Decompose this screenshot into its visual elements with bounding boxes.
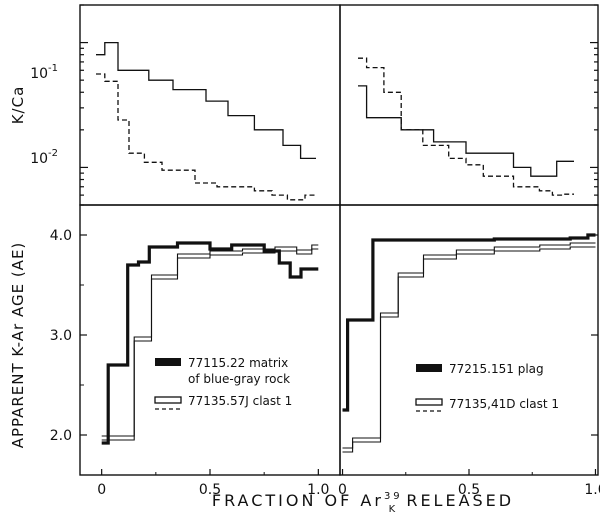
legend-swatch-double-left (154, 396, 182, 404)
legend-swatch-thick-left (155, 358, 181, 366)
panel-upper-left-frame (79, 4, 341, 206)
series-kca-left-dashed (96, 73, 316, 201)
legend-label-77115: 77115.22 matrix (188, 356, 288, 370)
xtick-label-left-1: 0.5 (199, 482, 221, 498)
ytick-label-age-0: 2.0 (50, 428, 72, 444)
x-axis-label: FRACTION OF Ar39 K RELEASED (212, 491, 514, 515)
series-age-left-double-b (101, 248, 319, 441)
legend-label-77215: 77215.151 plag (449, 362, 544, 376)
series-age-left-thick (101, 241, 319, 445)
xtick-label-right-2: 1.0 (584, 482, 600, 498)
series-age-right-thick (342, 233, 596, 412)
y-axis-label-kca: K/Ca (9, 86, 27, 125)
legend-label-77135-41d: 77135,41D clast 1 (449, 397, 559, 411)
series-kca-right-dashed (358, 57, 574, 196)
ytick-label-age-1: 3.0 (50, 328, 72, 344)
legend-label-77135-57j: 77135.57J clast 1 (188, 394, 292, 408)
series-age-left-double-a (101, 244, 319, 437)
y-axis-label-age: APPARENT K-Ar AGE (AE) (9, 242, 27, 449)
xtick-label-right-1: 0.5 (458, 482, 480, 498)
series-kca-left-solid (96, 41, 316, 160)
series-age-right-double-b (342, 246, 596, 453)
panel-upper-right-frame (339, 4, 599, 206)
ytick-label-age-2: 4.0 (50, 228, 72, 244)
xtick-label-left-2: 1.0 (307, 482, 329, 498)
series-age-right-double-a (342, 242, 596, 449)
legend-label-77115-line2: of blue-gray rock (188, 372, 290, 386)
ytick-label-kca-0: 10-1 (30, 63, 58, 82)
ytick-label-kca-1: 10-2 (30, 148, 58, 167)
legend-swatch-thick-right (416, 364, 442, 372)
series-kca-right-solid (358, 85, 574, 177)
legend-swatch-double-right (415, 398, 443, 406)
xtick-label-left-0: 0 (97, 482, 106, 498)
xtick-label-right-0: 0 (338, 482, 347, 498)
